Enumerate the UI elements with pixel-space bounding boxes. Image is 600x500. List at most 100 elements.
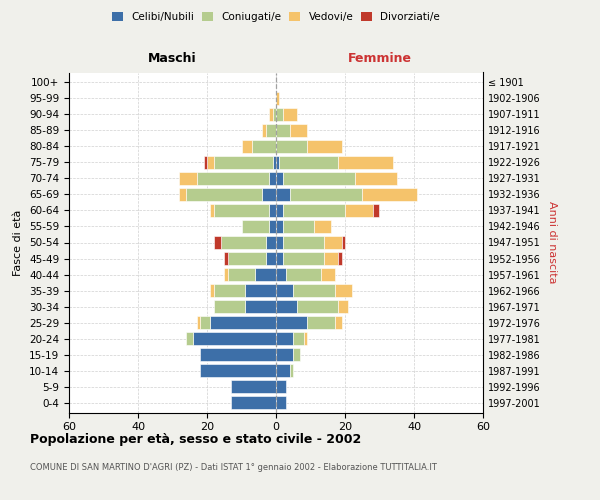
Bar	[276, 284, 293, 297]
Bar	[179, 172, 197, 185]
Bar	[338, 300, 349, 313]
Bar	[341, 236, 345, 249]
Bar	[276, 396, 286, 409]
Y-axis label: Fasce di età: Fasce di età	[13, 210, 23, 276]
Bar	[211, 284, 214, 297]
Bar	[214, 284, 245, 297]
Bar	[290, 124, 307, 137]
Bar	[262, 188, 276, 201]
Bar	[286, 268, 321, 281]
Bar	[214, 236, 221, 249]
Bar	[207, 156, 214, 169]
Bar	[355, 172, 397, 185]
Bar	[187, 188, 262, 201]
Bar	[373, 204, 379, 217]
Text: Femmine: Femmine	[347, 52, 412, 66]
Bar	[276, 124, 290, 137]
Y-axis label: Anni di nascita: Anni di nascita	[547, 201, 557, 283]
Bar	[335, 284, 352, 297]
Bar	[276, 236, 283, 249]
Bar	[200, 316, 211, 330]
Bar	[203, 156, 207, 169]
Bar	[256, 268, 276, 281]
Bar	[290, 364, 293, 378]
Bar	[231, 380, 276, 394]
Bar	[276, 252, 283, 265]
Bar	[200, 348, 276, 362]
Bar	[179, 188, 187, 201]
Text: Maschi: Maschi	[148, 52, 197, 66]
Legend: Celibi/Nubili, Coniugati/e, Vedovi/e, Divorziati/e: Celibi/Nubili, Coniugati/e, Vedovi/e, Di…	[107, 8, 445, 26]
Bar	[283, 252, 324, 265]
Text: COMUNE DI SAN MARTINO D'AGRI (PZ) - Dati ISTAT 1° gennaio 2002 - Elaborazione TU: COMUNE DI SAN MARTINO D'AGRI (PZ) - Dati…	[30, 462, 437, 471]
Bar	[276, 188, 290, 201]
Bar	[283, 108, 296, 121]
Bar	[269, 108, 272, 121]
Bar	[214, 204, 269, 217]
Bar	[276, 380, 286, 394]
Bar	[269, 220, 276, 233]
Bar	[231, 396, 276, 409]
Bar	[345, 204, 373, 217]
Bar	[272, 108, 276, 121]
Bar	[307, 140, 341, 153]
Bar	[335, 316, 341, 330]
Bar	[338, 252, 341, 265]
Bar	[214, 156, 272, 169]
Bar	[252, 140, 276, 153]
Bar	[197, 172, 269, 185]
Bar	[266, 124, 276, 137]
Bar	[193, 332, 276, 345]
Bar	[272, 156, 276, 169]
Bar	[293, 332, 304, 345]
Bar	[245, 284, 276, 297]
Bar	[224, 268, 228, 281]
Bar	[321, 268, 335, 281]
Bar	[242, 220, 269, 233]
Bar	[276, 156, 280, 169]
Bar	[290, 188, 362, 201]
Bar	[269, 204, 276, 217]
Bar	[245, 300, 276, 313]
Bar	[325, 236, 341, 249]
Bar	[187, 332, 193, 345]
Bar	[362, 188, 418, 201]
Bar	[283, 236, 324, 249]
Bar	[276, 108, 283, 121]
Bar	[221, 236, 266, 249]
Bar	[307, 316, 335, 330]
Bar	[280, 156, 338, 169]
Bar	[325, 252, 338, 265]
Bar	[276, 140, 307, 153]
Bar	[197, 316, 200, 330]
Bar	[266, 236, 276, 249]
Bar	[276, 300, 296, 313]
Bar	[211, 204, 214, 217]
Bar	[269, 172, 276, 185]
Bar	[314, 220, 331, 233]
Bar	[283, 220, 314, 233]
Bar	[283, 172, 355, 185]
Bar	[338, 156, 394, 169]
Bar	[228, 268, 256, 281]
Bar	[296, 300, 338, 313]
Bar	[283, 204, 345, 217]
Bar	[304, 332, 307, 345]
Bar	[262, 124, 266, 137]
Bar	[214, 300, 245, 313]
Bar	[211, 316, 276, 330]
Bar	[276, 332, 293, 345]
Bar	[276, 268, 286, 281]
Bar	[200, 364, 276, 378]
Bar	[293, 284, 335, 297]
Bar	[266, 252, 276, 265]
Text: Popolazione per età, sesso e stato civile - 2002: Popolazione per età, sesso e stato civil…	[30, 432, 361, 446]
Bar	[276, 204, 283, 217]
Bar	[224, 252, 228, 265]
Bar	[293, 348, 300, 362]
Bar	[276, 348, 293, 362]
Bar	[276, 316, 307, 330]
Bar	[276, 364, 290, 378]
Bar	[276, 172, 283, 185]
Bar	[241, 140, 252, 153]
